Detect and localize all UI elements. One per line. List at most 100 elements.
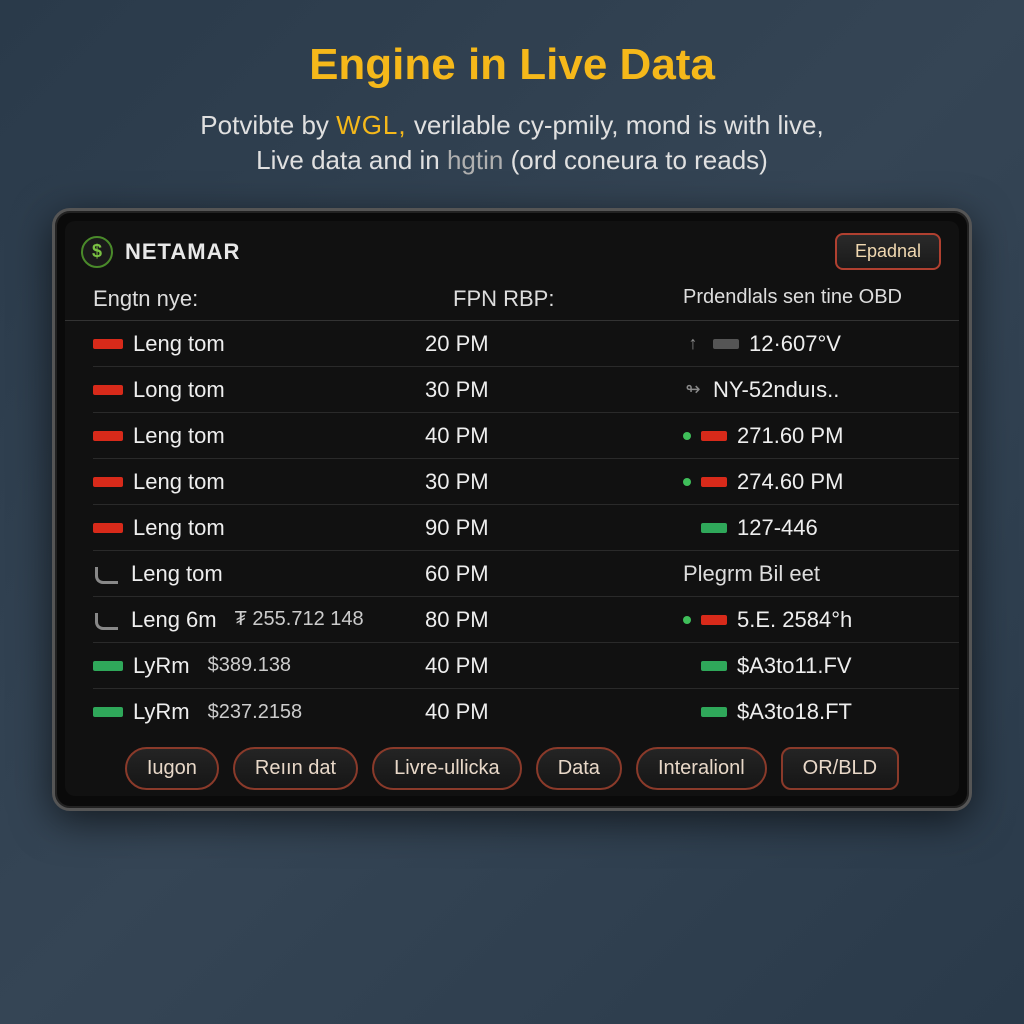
row-extra-value: $237.2158 (208, 701, 303, 724)
right-row[interactable]: 271.60 PM (673, 413, 959, 459)
row-label-cell: LyRm $237.2158 (93, 699, 395, 725)
indicator-green-icon (93, 707, 123, 717)
table-row[interactable]: LyRm $237.2158 40 PM (93, 689, 673, 735)
right-row[interactable]: 5.E. 2584°h (673, 597, 959, 643)
row-extra-value: ₮ 255.712 148 (235, 608, 364, 631)
row-label: Long tom (133, 377, 225, 403)
table-row[interactable]: Leng tom 40 PM (93, 413, 673, 459)
brand-name: NETAMAR (125, 239, 240, 265)
device-screen: $ NETAMAR Epadnal Engtn nye: FPN RBP: Pr… (65, 221, 959, 796)
bottom-toolbar: Iugon Reıın dat Livre-ullicka Data Interalio… (65, 735, 959, 796)
right-row[interactable]: $A3to11.FV (673, 643, 959, 689)
right-row[interactable]: 274.60 PM (673, 459, 959, 505)
subtitle-text: Potvibte by (200, 110, 336, 140)
table-row[interactable]: Leng tom30 PM (93, 459, 673, 505)
table-row[interactable]: Leng tom 60 PM (93, 551, 673, 597)
indicator-pipe-icon (93, 611, 121, 629)
row-mid-value: 40 PM (395, 423, 645, 449)
column-header-obd: Prdendlals sen tine OBD (673, 286, 959, 312)
right-row[interactable]: ↬ NY-52nduıs.. (673, 367, 959, 413)
toolbar-button-or-bld[interactable]: OR/BLD (781, 747, 899, 790)
row-label-cell: Leng tom (93, 331, 395, 357)
row-label: LyRm (133, 653, 190, 679)
row-label: Leng tom (133, 331, 225, 357)
row-label: Leng tom (133, 423, 225, 449)
subtitle-text: Live data and in (256, 145, 447, 175)
subtitle-text: verilable cy-pmily, mond is with live, (407, 110, 824, 140)
row-label: LyRm (133, 699, 190, 725)
status-chip-icon (701, 523, 727, 533)
status-dot-icon (683, 616, 691, 624)
left-rows: Leng tom20 PMLong tom30 PMLeng tom40 PML… (93, 321, 673, 735)
toolbar-button-iugon[interactable]: Iugon (125, 747, 219, 790)
status-glyph-icon: ↬ (683, 379, 703, 400)
right-section-header: Plegrm Bil eet (673, 551, 959, 597)
status-chip-icon (701, 707, 727, 717)
table-row[interactable]: LyRm$389.13840 PM (93, 643, 673, 689)
row-label-cell: Leng tom (93, 469, 395, 495)
columns-header: Engtn nye: FPN RBP: Prdendlals sen tine … (65, 280, 959, 321)
epadnal-button[interactable]: Epadnal (835, 233, 941, 270)
row-mid-value: 30 PM (395, 377, 645, 403)
status-chip-icon (701, 431, 727, 441)
subtitle-wgl-highlight: WGL, (336, 110, 406, 140)
right-row-value: $A3to11.FV (737, 653, 852, 679)
indicator-red-icon (93, 431, 123, 441)
device-header: $ NETAMAR Epadnal (65, 221, 959, 280)
indicator-red-icon (93, 523, 123, 533)
status-glyph-icon: ↑ (683, 333, 703, 354)
row-mid-value: 60 PM (395, 561, 645, 587)
toolbar-button-livre-ullicka[interactable]: Livre-ullicka (372, 747, 522, 790)
brand-icon: $ (81, 236, 113, 268)
toolbar-button-interalionl[interactable]: Interalionl (636, 747, 767, 790)
row-label-cell: Leng 6m ₮ 255.712 148 (93, 607, 395, 633)
indicator-red-icon (93, 385, 123, 395)
right-row-value: 274.60 PM (737, 469, 843, 495)
toolbar-button-data[interactable]: Data (536, 747, 622, 790)
subtitle-hgtin-highlight: hgtin (447, 145, 503, 175)
status-chip-icon (701, 661, 727, 671)
row-label-cell: Leng tom (93, 561, 395, 587)
right-row[interactable]: 127-446 (673, 505, 959, 551)
table-row[interactable]: Leng tom 20 PM (93, 321, 673, 367)
status-dot-icon (683, 478, 691, 486)
column-header-engine: Engtn nye: (93, 286, 423, 312)
right-row-value: $A3to18.FT (737, 699, 852, 725)
row-mid-value: 40 PM (395, 653, 645, 679)
right-rows: ↑12·607°V ↬ NY-52nduıs.. 271.60 PM 274.60 PM… (673, 321, 959, 735)
row-label: Leng tom (133, 469, 225, 495)
indicator-green-icon (93, 661, 123, 671)
row-mid-value: 20 PM (395, 331, 645, 357)
table-row[interactable]: Leng tom 90 PM (93, 505, 673, 551)
column-header-fpn: FPN RBP: (423, 286, 673, 312)
toolbar-button-re-n-dat[interactable]: Reıın dat (233, 747, 358, 790)
page-subtitle: Potvibte by WGL, verilable cy-pmily, mon… (200, 108, 823, 178)
row-mid-value: 40 PM (395, 699, 645, 725)
row-label-cell: Long tom (93, 377, 395, 403)
page-title: Engine in Live Data (309, 40, 715, 90)
row-label: Leng 6m (131, 607, 217, 633)
data-body: Leng tom20 PMLong tom30 PMLeng tom40 PML… (65, 321, 959, 735)
right-row-value: NY-52nduıs.. (713, 377, 839, 403)
row-label: Leng tom (131, 561, 223, 587)
status-chip-icon (701, 615, 727, 625)
status-dot-icon (683, 432, 691, 440)
row-label: Leng tom (133, 515, 225, 541)
status-chip-icon (713, 339, 739, 349)
indicator-red-icon (93, 339, 123, 349)
row-label-cell: LyRm$389.138 (93, 653, 395, 679)
right-row-value: 127-446 (737, 515, 818, 541)
row-label-cell: Leng tom (93, 515, 395, 541)
right-row-value: 271.60 PM (737, 423, 843, 449)
brand-group: $ NETAMAR (81, 236, 240, 268)
row-mid-value: 90 PM (395, 515, 645, 541)
table-row[interactable]: Leng 6m₮ 255.712 14880 PM (93, 597, 673, 643)
right-row-value: 5.E. 2584°h (737, 607, 852, 633)
device-frame: $ NETAMAR Epadnal Engtn nye: FPN RBP: Pr… (52, 208, 972, 811)
indicator-red-icon (93, 477, 123, 487)
right-row[interactable]: $A3to18.FT (673, 689, 959, 735)
table-row[interactable]: Long tom 30 PM (93, 367, 673, 413)
right-row[interactable]: ↑12·607°V (673, 321, 959, 367)
subtitle-text: (ord coneura to reads) (503, 145, 767, 175)
section-label: Plegrm Bil eet (683, 561, 820, 587)
